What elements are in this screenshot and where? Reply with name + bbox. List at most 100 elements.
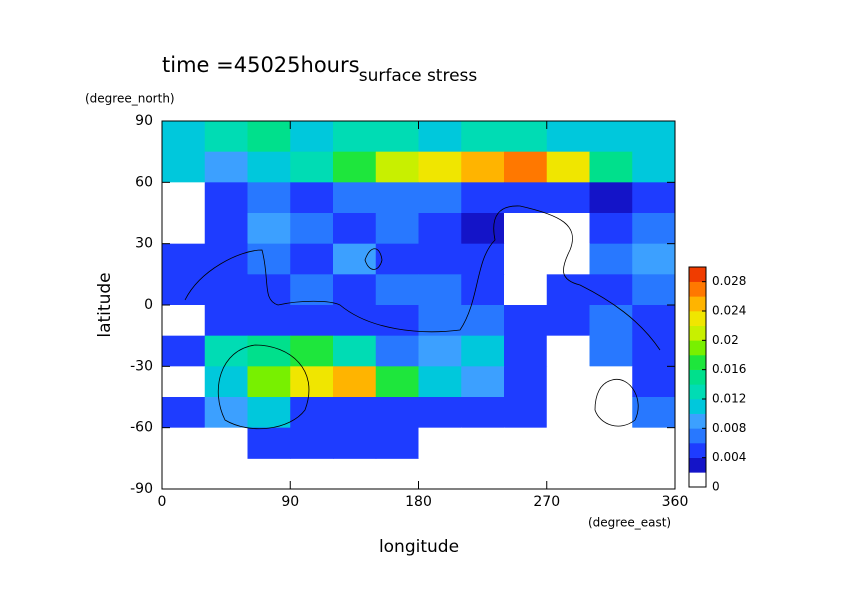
colorbar-frame — [688, 266, 707, 488]
contour-cell — [418, 427, 462, 459]
contour-cell — [247, 182, 291, 214]
contour-cell — [461, 121, 505, 153]
contour-cell — [632, 274, 675, 306]
contour-cell — [504, 397, 548, 429]
contour-cell — [546, 305, 590, 337]
coastline — [364, 248, 383, 270]
contour-cell — [632, 366, 675, 398]
contour-cell — [204, 427, 248, 459]
contour-cell — [247, 121, 291, 153]
contour-cell — [375, 151, 419, 183]
contour-cell — [290, 427, 334, 459]
x-axis-label: longitude — [379, 537, 459, 557]
coastline — [184, 205, 661, 351]
contour-cell — [375, 305, 419, 337]
contour-cell — [333, 427, 377, 459]
contour-cell — [589, 305, 633, 337]
colorbar-tick-label: 0.028 — [712, 274, 746, 288]
colorbar-segment — [689, 311, 706, 326]
contour-cell — [290, 366, 334, 398]
contour-cell — [461, 151, 505, 183]
colorbar-segment — [689, 399, 706, 414]
contour-cell — [375, 213, 419, 245]
contour-cell — [375, 182, 419, 214]
colorbar-segment — [689, 413, 706, 429]
contour-cell — [546, 243, 590, 275]
contour-cell — [504, 366, 548, 398]
contour-cell — [247, 151, 291, 183]
colorbar-segment — [689, 472, 706, 488]
contour-cell — [546, 427, 590, 459]
contour-cell — [290, 213, 334, 245]
y-tick-label: -90 — [130, 481, 153, 497]
contour-cell — [461, 243, 505, 275]
contour-cell — [632, 335, 675, 367]
contour-cell — [247, 213, 291, 245]
contour-cell — [162, 397, 206, 429]
contour-cell — [461, 427, 505, 459]
contour-cell — [461, 335, 505, 367]
contour-cell — [333, 243, 377, 275]
contour-cell — [333, 121, 377, 153]
x-tick-label: 360 — [662, 494, 689, 510]
contour-cell — [290, 274, 334, 306]
contour-cell — [375, 274, 419, 306]
contour-cell — [162, 305, 206, 337]
contour-cell — [290, 397, 334, 429]
contour-cell — [546, 121, 590, 153]
coastlines — [184, 205, 661, 430]
x-unit: (degree_east) — [588, 516, 671, 530]
contour-cell — [461, 397, 505, 429]
colorbar-segment — [689, 296, 706, 312]
colorbar-tick-label: 0.008 — [712, 421, 746, 435]
y-tick-label: -60 — [130, 420, 153, 436]
contour-cell — [333, 213, 377, 245]
x-tick-label: 270 — [533, 494, 560, 510]
y-tick-label: 0 — [144, 297, 153, 313]
contour-cell — [333, 305, 377, 337]
contour-cell — [589, 427, 633, 459]
subtitle: time =45025hours — [162, 53, 360, 77]
contour-cell — [162, 121, 206, 153]
colorbar-tick-label: 0 — [712, 480, 720, 494]
contour-cell — [418, 213, 462, 245]
y-tick-label: 90 — [135, 113, 153, 129]
x-tick-label: 0 — [158, 494, 167, 510]
contour-cell — [162, 182, 206, 214]
contour-cell — [546, 366, 590, 398]
contour-cell — [247, 243, 291, 275]
contour-cell — [375, 243, 419, 275]
contour-cell — [290, 151, 334, 183]
colorbar-segment — [689, 384, 706, 400]
contour-field — [162, 121, 675, 459]
contour-cell — [290, 182, 334, 214]
colorbar-segment — [689, 340, 706, 356]
colorbar-tick-label: 0.02 — [712, 333, 739, 347]
contour-cell — [247, 274, 291, 306]
contour-cell — [546, 213, 590, 245]
contour-cell — [375, 335, 419, 367]
colorbar-tick-label: 0.016 — [712, 362, 746, 376]
contour-cell — [204, 335, 248, 367]
contour-cell — [589, 335, 633, 367]
contour-cell — [162, 243, 206, 275]
contour-cell — [333, 151, 377, 183]
contour-cell — [204, 121, 248, 153]
contour-cell — [418, 121, 462, 153]
contour-cell — [375, 121, 419, 153]
contour-cell — [461, 305, 505, 337]
contour-cell — [247, 366, 291, 398]
contour-cell — [461, 182, 505, 214]
contour-cell — [418, 182, 462, 214]
contour-cell — [504, 151, 548, 183]
contour-cell — [162, 427, 206, 459]
contour-cell — [504, 182, 548, 214]
coastline — [217, 344, 310, 430]
colorbar-segment — [689, 443, 706, 458]
contour-cell — [290, 243, 334, 275]
y-axis-label: latitude — [95, 272, 115, 337]
colorbar-tick-label: 0.024 — [712, 304, 746, 318]
contour-cell — [589, 274, 633, 306]
contour-cell — [247, 305, 291, 337]
